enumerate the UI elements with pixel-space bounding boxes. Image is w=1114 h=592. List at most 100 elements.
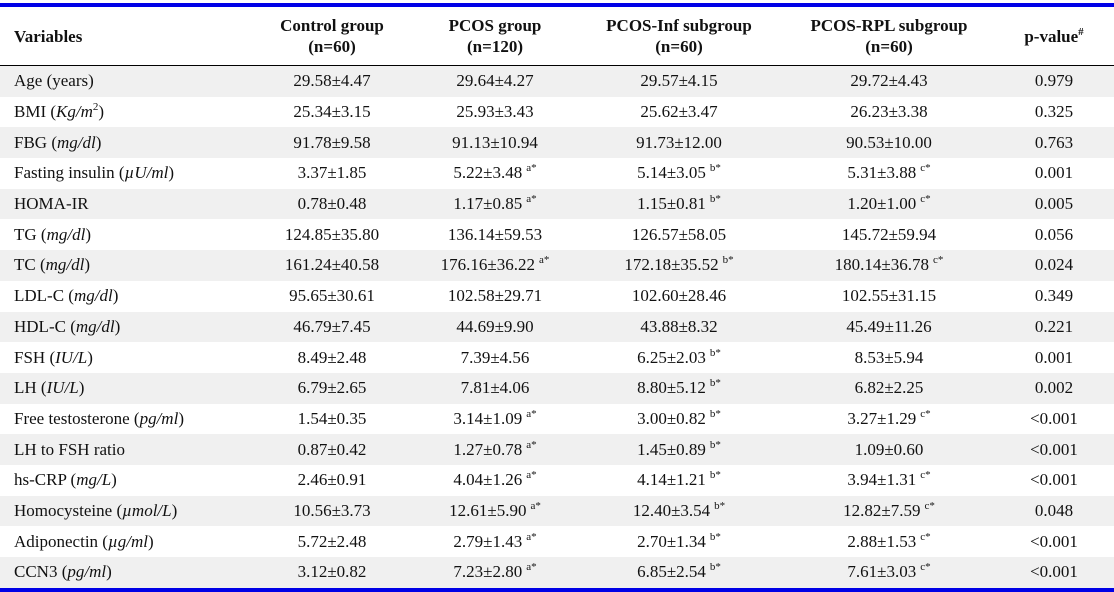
table-row: Adiponectin (µg/ml) 5.72±2.48 2.79±1.43 a* 2… bbox=[0, 526, 1114, 557]
significance-marker: b* bbox=[709, 438, 721, 451]
table-top-rule bbox=[0, 3, 1114, 7]
p-value: 0.001 bbox=[994, 342, 1114, 373]
significance-marker: a* bbox=[526, 530, 537, 543]
variable-name: Free testosterone bbox=[14, 408, 134, 428]
variable-cell: BMI (Kg/m2) bbox=[0, 96, 248, 128]
control-value: 0.78±0.48 bbox=[248, 188, 416, 220]
control-value: 8.49±2.48 bbox=[248, 342, 416, 373]
pcos-value: 44.69±9.90 bbox=[416, 311, 574, 343]
pcos-inf-value: 29.57±4.15 bbox=[574, 65, 784, 97]
pcos-rpl-value: 5.31±3.88 c* bbox=[784, 158, 994, 189]
table-row: HOMA-IR 0.78±0.48 1.17±0.85 a* 1.15±0.81 b* 1.… bbox=[0, 188, 1114, 220]
variable-unit: mg/L bbox=[76, 470, 112, 490]
p-value: 0.048 bbox=[994, 495, 1114, 527]
table-row: LH to FSH ratio 0.87±0.42 1.27±0.78 a* 1.45±… bbox=[0, 434, 1114, 465]
pcos-rpl-value: 1.20±1.00 c* bbox=[784, 188, 994, 220]
p-value: 0.001 bbox=[994, 158, 1114, 189]
pcos-rpl-value: 90.53±10.00 bbox=[784, 127, 994, 159]
control-value: 0.87±0.42 bbox=[248, 434, 416, 465]
control-value: 46.79±7.45 bbox=[248, 311, 416, 343]
pcos-inf-value: 126.57±58.05 bbox=[574, 219, 784, 251]
pcos-inf-value: 25.62±3.47 bbox=[574, 96, 784, 128]
significance-marker: b* bbox=[709, 193, 721, 206]
variable-name: hs-CRP bbox=[14, 470, 71, 490]
significance-marker: b* bbox=[722, 254, 734, 267]
significance-marker: b* bbox=[709, 561, 721, 574]
variable-unit: pg/ml bbox=[67, 562, 107, 582]
table-row: Free testosterone (pg/ml) 1.54±0.35 3.14±1… bbox=[0, 403, 1114, 435]
variable-cell: TG (mg/dl) bbox=[0, 219, 248, 251]
pcos-value: 1.27±0.78 a* bbox=[416, 434, 574, 465]
significance-marker: a* bbox=[538, 254, 550, 267]
variable-cell: LDL-C (mg/dl) bbox=[0, 280, 248, 312]
table-bottom-rule bbox=[0, 587, 1114, 592]
variable-name: CCN3 bbox=[14, 562, 62, 582]
control-value: 10.56±3.73 bbox=[248, 495, 416, 527]
variable-cell: Free testosterone (pg/ml) bbox=[0, 403, 248, 435]
p-value: 0.056 bbox=[994, 219, 1114, 251]
variable-unit: mg/dl bbox=[75, 316, 115, 336]
variable-unit: µmol/L bbox=[122, 500, 172, 520]
pcos-rpl-value: 6.82±2.25 bbox=[784, 372, 994, 404]
table-row: CCN3 (pg/ml) 3.12±0.82 7.23±2.80 a* 6.85±2.5… bbox=[0, 557, 1114, 588]
variable-name: LDL-C bbox=[14, 286, 69, 306]
header-pcos-inf-subgroup: PCOS-Inf subgroup (n=60) bbox=[574, 7, 784, 66]
variable-unit: pg/ml bbox=[139, 408, 179, 428]
control-value: 3.37±1.85 bbox=[248, 158, 416, 189]
p-value: 0.221 bbox=[994, 311, 1114, 343]
significance-marker: a* bbox=[530, 499, 541, 512]
variable-name: HDL-C bbox=[14, 316, 71, 336]
pcos-value: 25.93±3.43 bbox=[416, 96, 574, 128]
significance-marker: a* bbox=[526, 561, 537, 574]
pcos-value: 102.58±29.71 bbox=[416, 280, 574, 312]
p-value: 0.349 bbox=[994, 280, 1114, 312]
control-value: 124.85±35.80 bbox=[248, 219, 416, 251]
significance-marker: a* bbox=[526, 438, 537, 451]
control-value: 1.54±0.35 bbox=[248, 403, 416, 435]
variable-cell: FSH (IU/L) bbox=[0, 342, 248, 373]
control-value: 2.46±0.91 bbox=[248, 464, 416, 496]
pcos-inf-value: 6.85±2.54 b* bbox=[574, 557, 784, 588]
pcos-rpl-value: 3.94±1.31 c* bbox=[784, 464, 994, 496]
table-row: LH (IU/L) 6.79±2.65 7.81±4.06 8.80±5.12 b* 6.… bbox=[0, 372, 1114, 404]
header-pcos-rpl-subgroup: PCOS-RPL subgroup (n=60) bbox=[784, 7, 994, 66]
variable-cell: Homocysteine (µmol/L) bbox=[0, 495, 248, 527]
pcos-rpl-value: 180.14±36.78 c* bbox=[784, 250, 994, 281]
p-value: 0.763 bbox=[994, 127, 1114, 159]
pcos-value: 2.79±1.43 a* bbox=[416, 526, 574, 557]
pcos-rpl-value: 12.82±7.59 c* bbox=[784, 495, 994, 527]
significance-marker: a* bbox=[526, 193, 537, 206]
significance-marker: b* bbox=[709, 530, 721, 543]
significance-marker: b* bbox=[709, 407, 721, 420]
control-value: 91.78±9.58 bbox=[248, 127, 416, 159]
significance-marker: b* bbox=[714, 499, 726, 512]
significance-marker: c* bbox=[920, 469, 931, 482]
significance-marker: c* bbox=[920, 407, 931, 420]
significance-marker: a* bbox=[526, 162, 537, 175]
variable-unit: µU/ml bbox=[124, 163, 169, 183]
significance-marker: a* bbox=[526, 407, 537, 420]
variable-cell: HDL-C (mg/dl) bbox=[0, 311, 248, 343]
header-pcos-group: PCOS group (n=120) bbox=[416, 7, 574, 66]
variable-name: TC bbox=[14, 255, 40, 275]
significance-marker: b* bbox=[709, 377, 721, 390]
pcos-inf-value: 8.80±5.12 b* bbox=[574, 372, 784, 404]
pcos-inf-value: 3.00±0.82 b* bbox=[574, 403, 784, 435]
p-value: <0.001 bbox=[994, 434, 1114, 465]
pcos-inf-value: 4.14±1.21 b* bbox=[574, 464, 784, 496]
control-value: 3.12±0.82 bbox=[248, 557, 416, 588]
pcos-value: 29.64±4.27 bbox=[416, 65, 574, 97]
table-row: Age (years) 29.58±4.47 29.64±4.27 29.57±4.1… bbox=[0, 65, 1114, 97]
variable-name: LH to FSH ratio bbox=[14, 439, 125, 459]
pcos-inf-value: 1.45±0.89 b* bbox=[574, 434, 784, 465]
table-row: LDL-C (mg/dl) 95.65±30.61 102.58±29.71 102.… bbox=[0, 280, 1114, 312]
variable-unit: Kg/m bbox=[56, 102, 93, 122]
variable-cell: Adiponectin (µg/ml) bbox=[0, 526, 248, 557]
pcos-value: 176.16±36.22 a* bbox=[416, 250, 574, 281]
significance-marker: c* bbox=[920, 193, 931, 206]
p-value: 0.002 bbox=[994, 372, 1114, 404]
table-row: Homocysteine (µmol/L) 10.56±3.73 12.61±5.9… bbox=[0, 495, 1114, 527]
pcos-rpl-value: 7.61±3.03 c* bbox=[784, 557, 994, 588]
pcos-inf-value: 172.18±35.52 b* bbox=[574, 250, 784, 281]
significance-marker: b* bbox=[709, 469, 721, 482]
